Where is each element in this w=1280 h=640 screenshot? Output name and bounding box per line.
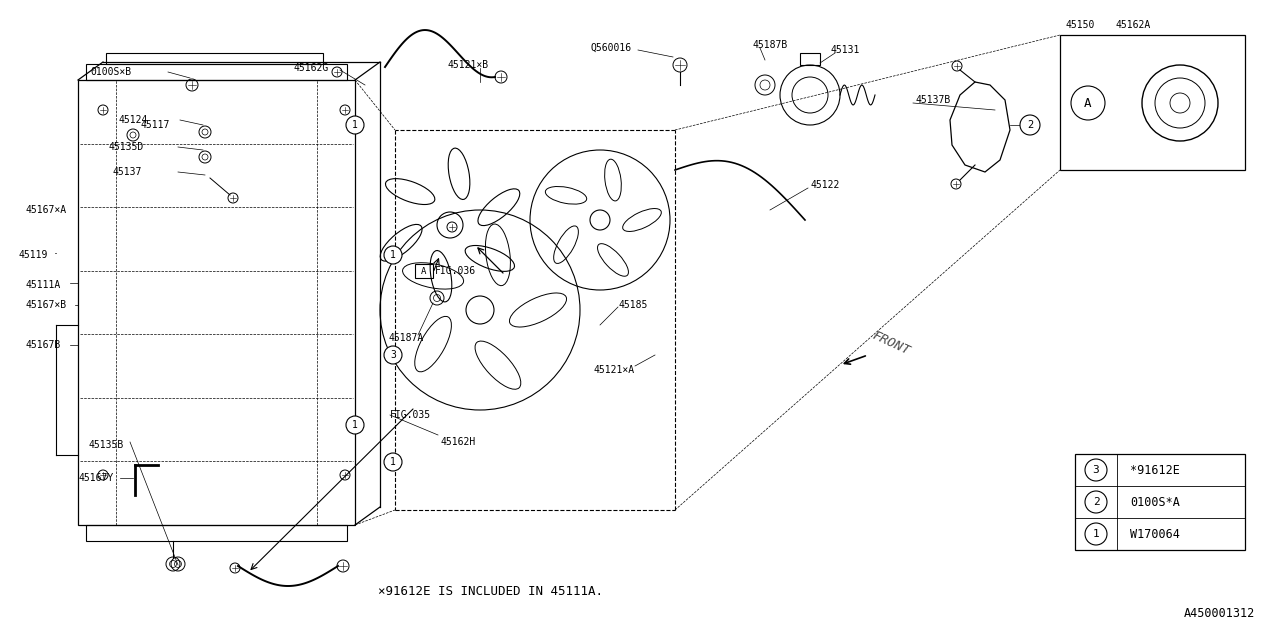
Text: FIG.036: FIG.036: [435, 266, 476, 276]
Text: 1: 1: [390, 250, 396, 260]
Text: 45187B: 45187B: [753, 40, 787, 50]
Bar: [86, 525, 347, 541]
Text: 45167Y: 45167Y: [78, 473, 113, 483]
Circle shape: [346, 116, 364, 134]
Text: 45187A: 45187A: [388, 333, 424, 343]
Text: 45162H: 45162H: [440, 437, 475, 447]
Circle shape: [384, 246, 402, 264]
Text: 45150: 45150: [1065, 20, 1094, 30]
Bar: [1060, 35, 1245, 170]
Text: 45135B: 45135B: [88, 440, 123, 450]
Text: 45185: 45185: [618, 300, 648, 310]
Text: 1: 1: [352, 420, 358, 430]
Circle shape: [1085, 491, 1107, 513]
Text: 45121×B: 45121×B: [447, 60, 488, 70]
Circle shape: [384, 453, 402, 471]
Text: 3: 3: [390, 350, 396, 360]
Text: *91612E: *91612E: [1130, 463, 1180, 477]
Text: FRONT: FRONT: [870, 330, 911, 358]
Text: 1: 1: [390, 457, 396, 467]
Bar: [78, 80, 355, 525]
Text: 45111A: 45111A: [26, 280, 60, 290]
Text: 45167B: 45167B: [26, 340, 60, 350]
Text: 45162G: 45162G: [293, 63, 328, 73]
Bar: [106, 53, 323, 64]
Text: 45119: 45119: [18, 250, 47, 260]
Text: W170064: W170064: [1130, 527, 1180, 541]
Text: 45121×A: 45121×A: [593, 365, 634, 375]
Text: A: A: [421, 266, 426, 275]
Text: 2: 2: [1027, 120, 1033, 130]
Bar: [1075, 454, 1245, 550]
Circle shape: [1020, 115, 1039, 135]
Text: 45131: 45131: [829, 45, 859, 55]
Circle shape: [346, 416, 364, 434]
Text: 1: 1: [352, 120, 358, 130]
Text: 45117: 45117: [140, 120, 169, 130]
Circle shape: [1085, 523, 1107, 545]
Text: ×91612E IS INCLUDED IN 45111A.: ×91612E IS INCLUDED IN 45111A.: [378, 585, 603, 598]
Text: 45167×B: 45167×B: [26, 300, 67, 310]
Text: Q560016: Q560016: [590, 43, 631, 53]
Text: 0100S*A: 0100S*A: [1130, 495, 1180, 509]
Bar: [86, 64, 347, 80]
Text: 3: 3: [1093, 465, 1100, 475]
Text: A: A: [1084, 97, 1092, 109]
Text: 45137B: 45137B: [915, 95, 950, 105]
Text: 45137: 45137: [113, 167, 141, 177]
Bar: [800, 53, 820, 65]
Bar: [415, 264, 433, 278]
Circle shape: [1085, 459, 1107, 481]
Text: 45162A: 45162A: [1115, 20, 1151, 30]
Text: 45124: 45124: [118, 115, 147, 125]
Text: A450001312: A450001312: [1184, 607, 1254, 620]
Text: 45167×A: 45167×A: [26, 205, 67, 215]
Text: 2: 2: [1093, 497, 1100, 507]
Text: FIG.035: FIG.035: [390, 410, 431, 420]
Text: 1: 1: [1093, 529, 1100, 539]
Text: 45122: 45122: [810, 180, 840, 190]
Text: 45135D: 45135D: [108, 142, 143, 152]
Text: 0100S×B: 0100S×B: [90, 67, 131, 77]
Circle shape: [384, 346, 402, 364]
